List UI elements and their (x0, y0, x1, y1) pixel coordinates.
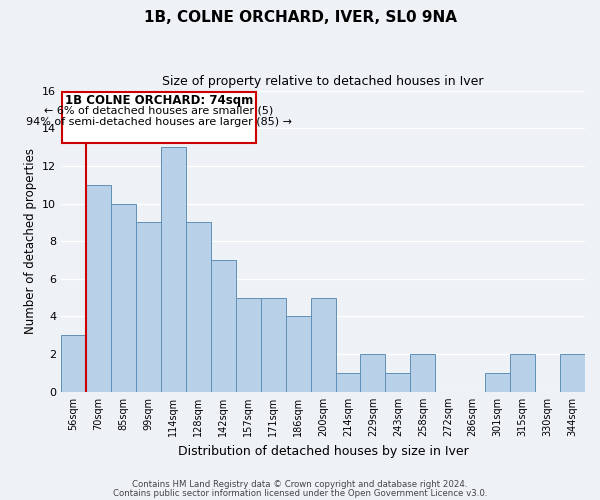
Text: 1B COLNE ORCHARD: 74sqm: 1B COLNE ORCHARD: 74sqm (65, 94, 253, 107)
Bar (236, 298, 260, 392)
Bar (510, 354, 535, 392)
Bar (136, 222, 161, 392)
Bar (286, 316, 311, 392)
Bar (485, 373, 510, 392)
Text: 1B, COLNE ORCHARD, IVER, SL0 9NA: 1B, COLNE ORCHARD, IVER, SL0 9NA (143, 10, 457, 25)
Bar (260, 298, 286, 392)
Bar (186, 222, 211, 392)
Bar (161, 147, 186, 392)
Text: 94% of semi-detached houses are larger (85) →: 94% of semi-detached houses are larger (… (26, 116, 292, 126)
Bar (385, 373, 410, 392)
Bar (335, 373, 361, 392)
Bar (61, 336, 86, 392)
Bar (560, 354, 585, 392)
Text: Contains public sector information licensed under the Open Government Licence v3: Contains public sector information licen… (113, 489, 487, 498)
Text: ← 6% of detached houses are smaller (5): ← 6% of detached houses are smaller (5) (44, 106, 274, 116)
Bar (410, 354, 436, 392)
Title: Size of property relative to detached houses in Iver: Size of property relative to detached ho… (162, 75, 484, 88)
Bar (361, 354, 385, 392)
Bar (211, 260, 236, 392)
Bar (86, 184, 111, 392)
Bar (111, 204, 136, 392)
X-axis label: Distribution of detached houses by size in Iver: Distribution of detached houses by size … (178, 444, 469, 458)
Y-axis label: Number of detached properties: Number of detached properties (23, 148, 37, 334)
FancyBboxPatch shape (62, 92, 256, 144)
Text: Contains HM Land Registry data © Crown copyright and database right 2024.: Contains HM Land Registry data © Crown c… (132, 480, 468, 489)
Bar (311, 298, 335, 392)
